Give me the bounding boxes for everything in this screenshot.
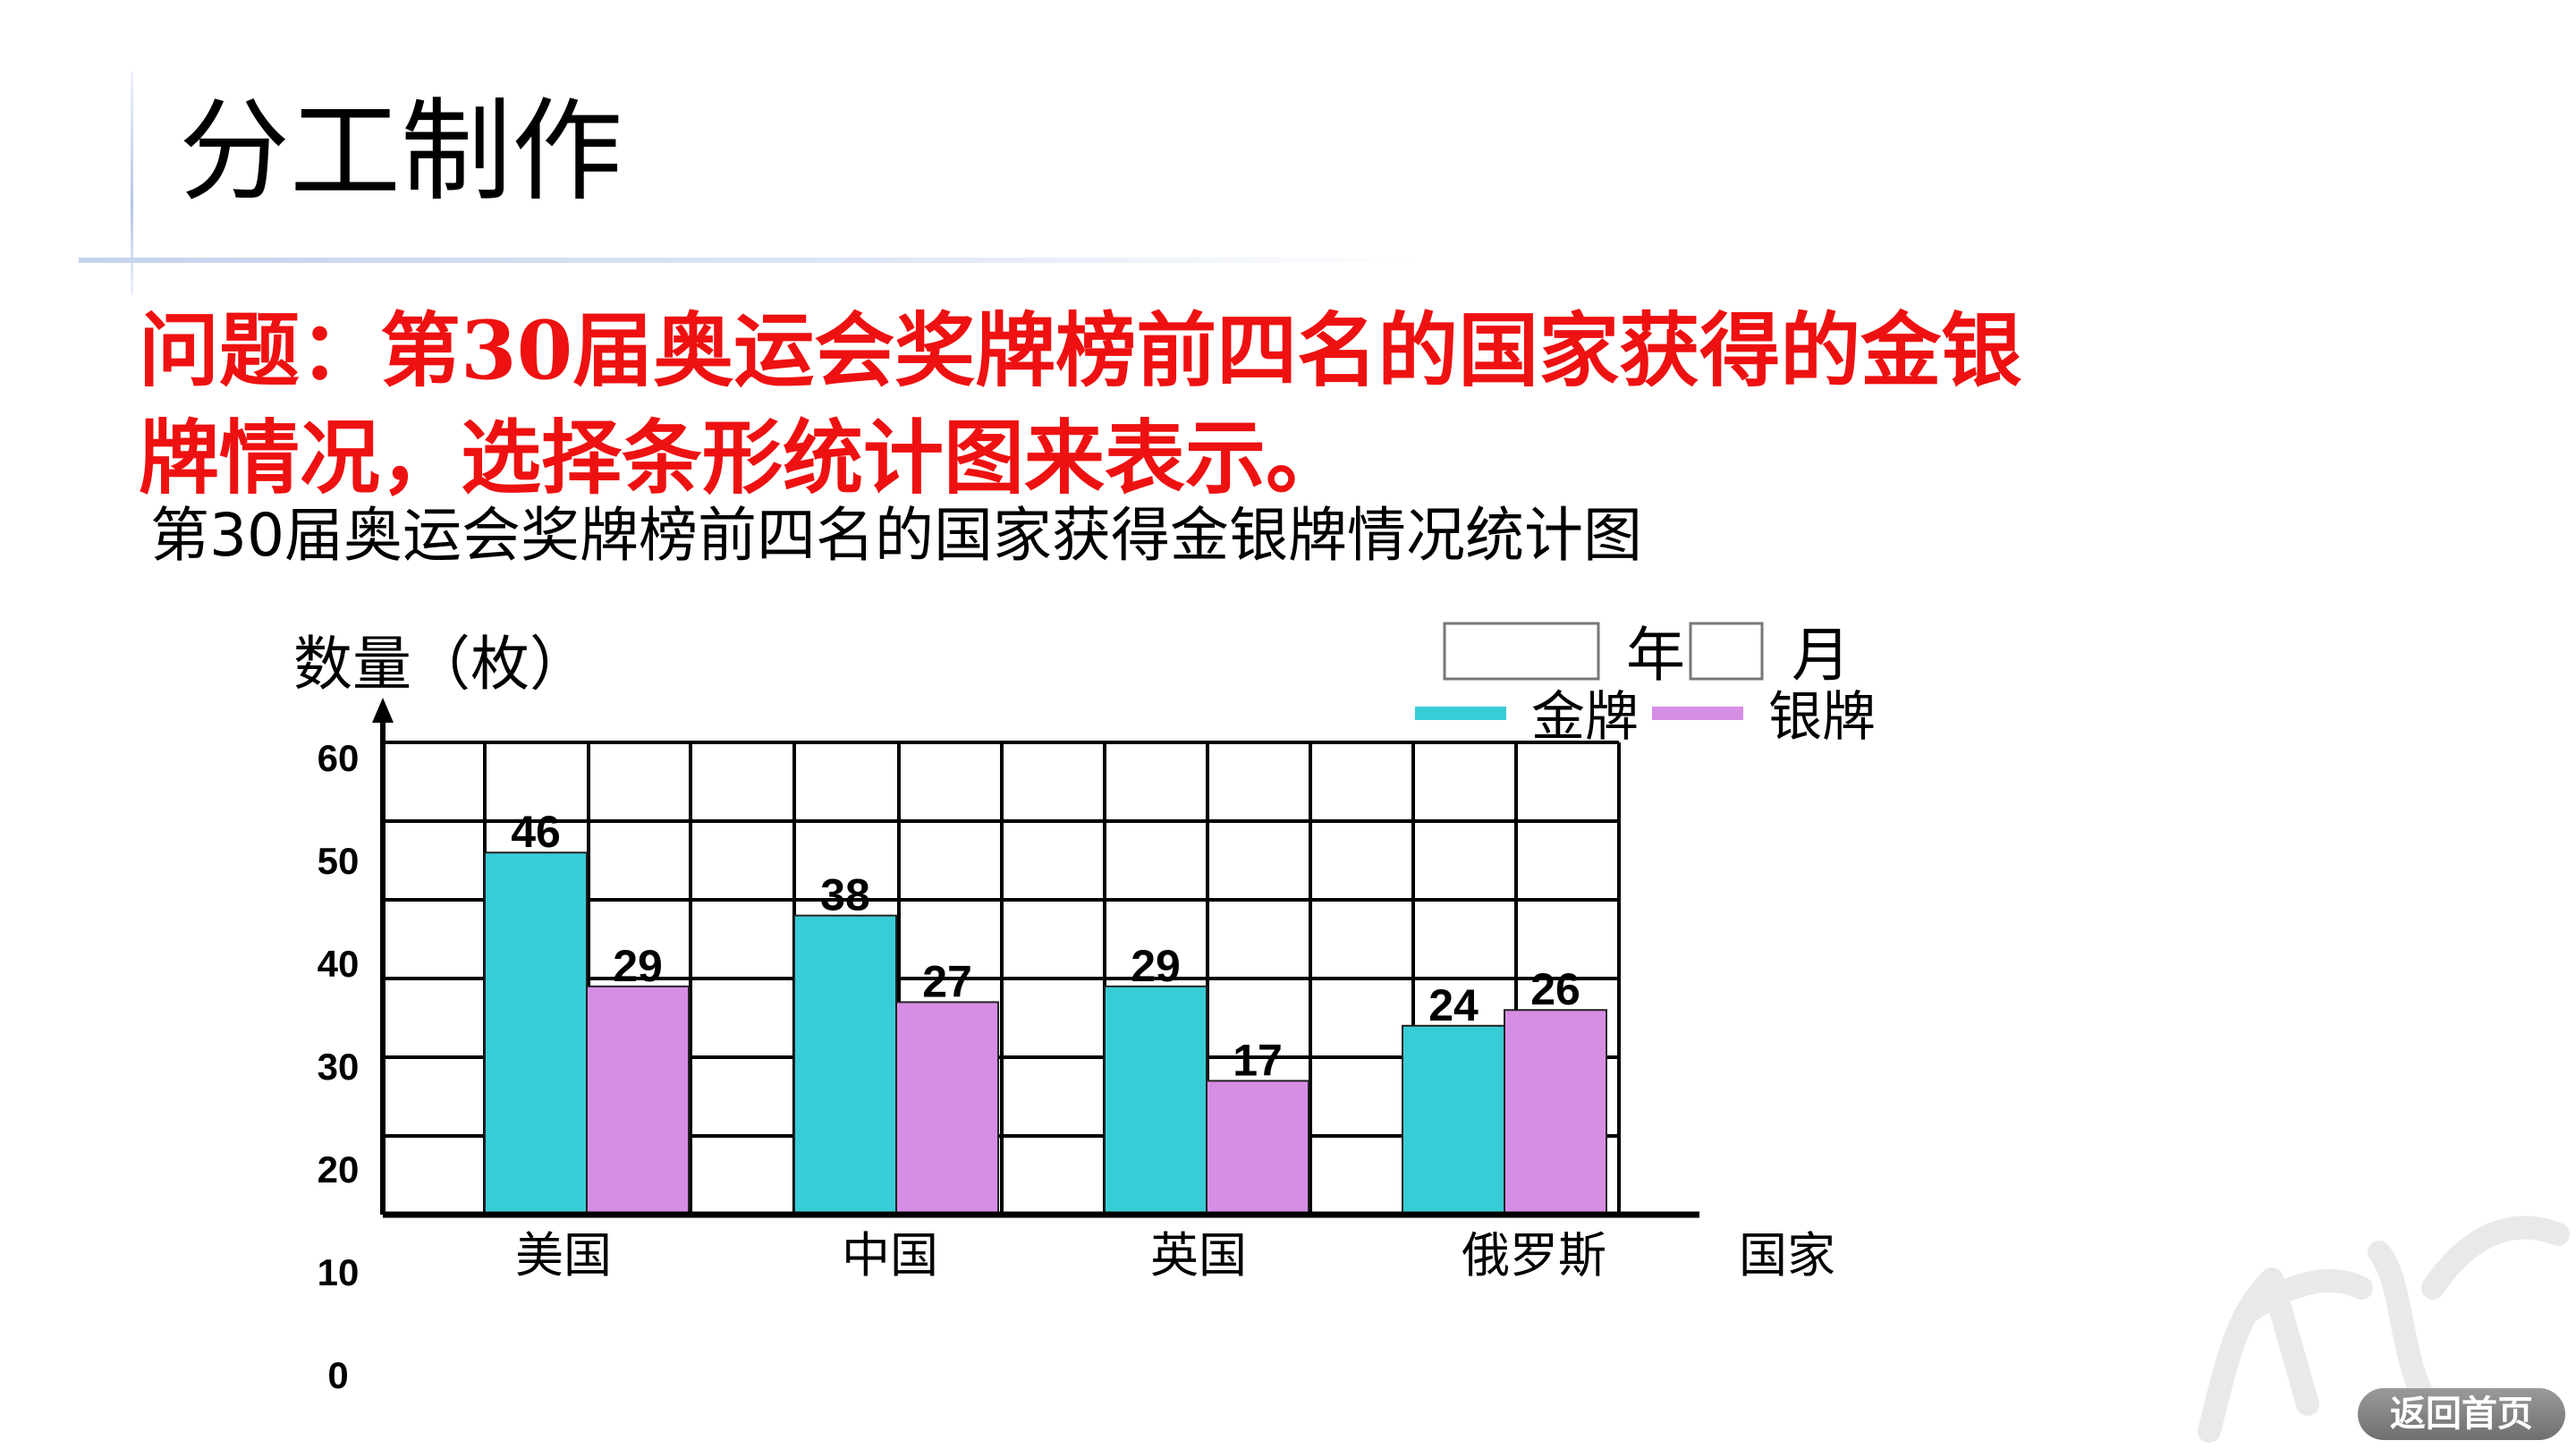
bar-gold [1402, 1024, 1505, 1216]
legend-swatch [1652, 707, 1743, 720]
y-tick-label: 0 [327, 1354, 348, 1396]
y-tick-label: 60 [318, 737, 360, 779]
y-axis-arrow [372, 698, 394, 723]
bar-silver [1504, 1009, 1607, 1216]
y-axis-label: 数量（枚） [293, 630, 589, 699]
month-label: 月 [1792, 621, 1851, 690]
chart-title: 第30届奥运会奖牌榜前四名的国家获得金银牌情况统计图 [150, 501, 1642, 570]
data-label: 17 [1233, 1035, 1283, 1085]
title-accent-vertical [131, 72, 133, 295]
x-category-label: 英国 [1150, 1227, 1247, 1284]
data-label: 27 [922, 956, 972, 1006]
data-label: 26 [1530, 964, 1580, 1014]
slide-title: 分工制作 [179, 88, 623, 216]
bar-gold [793, 914, 897, 1216]
data-label: 29 [613, 941, 663, 991]
y-tick-label: 30 [318, 1046, 360, 1088]
bar-silver [586, 985, 690, 1216]
x-axis-label: 国家 [1739, 1227, 1835, 1284]
legend-label: 金牌 [1531, 686, 1639, 749]
watermark-logo [2198, 1216, 2570, 1443]
y-tick-label: 50 [318, 840, 360, 882]
question-text: 问题：第30届奥运会奖牌榜前四名的国家获得的金银 牌情况，选择条形统计图来表示。 [139, 297, 2196, 512]
data-label: 38 [820, 870, 870, 920]
bar-silver [895, 1001, 999, 1216]
x-category-label: 美国 [515, 1227, 612, 1284]
data-label: 29 [1131, 941, 1181, 991]
x-category-label: 俄罗斯 [1462, 1227, 1606, 1284]
year-input-box [1443, 622, 1600, 681]
y-tick-label: 10 [318, 1251, 360, 1293]
data-label: 24 [1428, 980, 1479, 1030]
legend-swatch [1415, 707, 1506, 720]
title-underline [79, 258, 1420, 263]
bar-gold [484, 852, 588, 1216]
x-category-label: 中国 [842, 1227, 938, 1284]
bar-silver [1206, 1080, 1309, 1216]
year-label: 年 [1626, 621, 1685, 690]
question-line-2: 牌情况，选择条形统计图来表示。 [139, 411, 1346, 505]
y-tick-label: 40 [318, 943, 360, 985]
home-button[interactable]: 返回首页 [2358, 1388, 2565, 1440]
data-label: 46 [511, 807, 561, 857]
y-tick-label: 20 [318, 1148, 360, 1191]
month-input-box [1689, 622, 1764, 681]
question-line-1: 问题：第30届奥运会奖牌榜前四名的国家获得的金银 [139, 303, 2022, 398]
legend-label: 银牌 [1768, 686, 1876, 749]
bar-gold [1104, 985, 1208, 1216]
